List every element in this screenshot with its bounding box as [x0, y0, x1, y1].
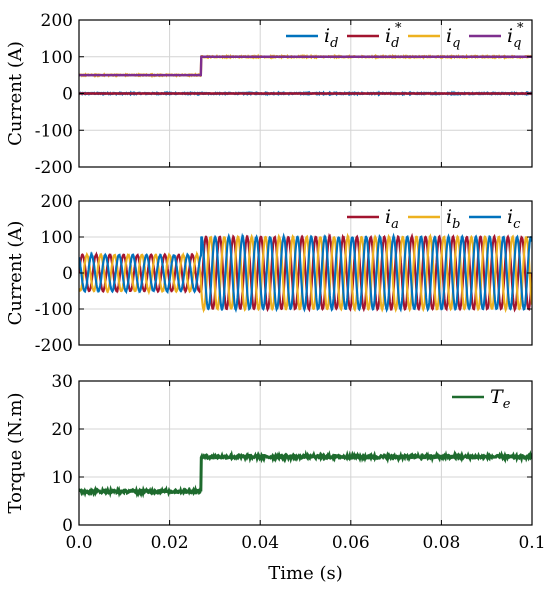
x-tick-label: 0.06 — [332, 533, 370, 553]
series-line-Te — [79, 449, 532, 499]
legend-subscript: c — [513, 217, 521, 232]
x-tick-label: 0.08 — [422, 533, 460, 553]
y-tick-label: 0 — [62, 264, 73, 284]
plot-area — [79, 449, 532, 499]
series-line-iq — [79, 53, 532, 79]
y-tick-label: -100 — [35, 121, 73, 141]
y-tick-label: -200 — [35, 158, 73, 178]
series-line-ib — [79, 232, 532, 314]
plot-area — [79, 232, 532, 314]
x-tick-label: 0.0 — [65, 533, 92, 553]
y-tick-label: 100 — [41, 228, 73, 248]
series-line-iq-ref — [79, 55, 532, 77]
legend-subscript: b — [452, 217, 460, 232]
y-axis-label: Current (A) — [5, 221, 26, 326]
legend-superscript: * — [517, 21, 524, 36]
y-axis-label: Torque (N.m) — [5, 393, 26, 514]
y-tick-label: 200 — [41, 192, 73, 212]
axis-frame — [78, 380, 533, 526]
legend-label-Te: Te — [490, 386, 511, 412]
legend-subscript: a — [391, 217, 399, 232]
panel-torque: 0 10 20 30 0.0 0.02 0.04 0.06 0.08 0.1 Torque (N.m… — [5, 372, 546, 584]
x-tick-label: 0.02 — [151, 533, 189, 553]
y-tick-label: -100 — [35, 300, 73, 320]
legend-subscript: q — [513, 36, 521, 51]
legend-label-id: id — [324, 25, 338, 51]
legend-label-iq: iq — [446, 25, 460, 51]
legend-label-ic: ic — [507, 206, 521, 232]
legend-label-ib: ib — [446, 206, 460, 232]
x-tick-label: 0.04 — [241, 533, 279, 553]
x-axis-label: Time (s) — [268, 563, 343, 584]
legend-label-ia: ia — [385, 206, 399, 232]
y-tick-label: 0 — [62, 516, 73, 536]
y-tick-label: 30 — [51, 372, 73, 392]
y-tick-label: 200 — [41, 11, 73, 31]
legend-subscript: d — [391, 36, 399, 51]
y-tick-label: -200 — [35, 336, 73, 356]
legend-subscript: q — [452, 36, 460, 51]
series-line-ia — [79, 232, 532, 313]
legend-subscript: e — [503, 397, 511, 412]
panel-abc-currents: -200 -100 0 100 200 Current (A) ia ib ic — [5, 192, 533, 356]
y-tick-label: 100 — [41, 48, 73, 68]
y-tick-label: 0 — [62, 85, 73, 105]
legend-superscript: * — [395, 21, 402, 36]
y-tick-label: 10 — [51, 468, 73, 488]
x-tick-label: 0.1 — [518, 533, 545, 553]
plot-area — [79, 53, 532, 97]
y-axis-label: Current (A) — [5, 41, 26, 146]
y-tick-label: 20 — [51, 420, 73, 440]
series-line-ic — [79, 232, 532, 313]
legend-subscript: d — [330, 36, 338, 51]
